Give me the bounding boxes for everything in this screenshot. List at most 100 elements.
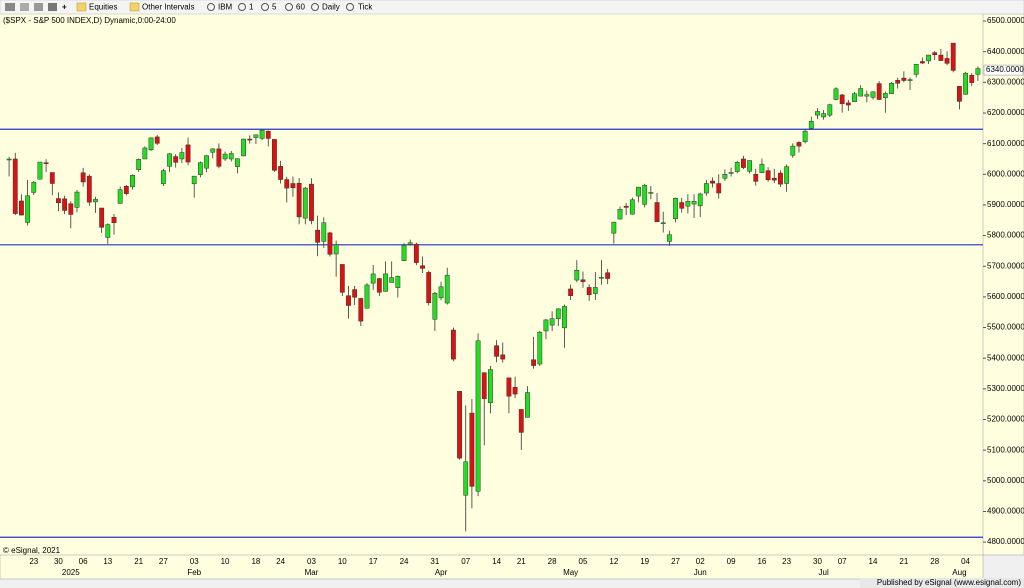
- candle-body: [12, 158, 18, 214]
- candle-body: [469, 412, 475, 487]
- candle-body: [222, 153, 228, 160]
- toolbar-item[interactable]: Other Intervals: [142, 3, 194, 12]
- candle-body: [346, 295, 351, 306]
- x-tick-label: 10: [338, 557, 347, 566]
- toolbar-item[interactable]: 1: [249, 3, 254, 12]
- candle-body: [247, 138, 253, 141]
- x-tick-label: 28: [930, 557, 939, 566]
- candle-body: [37, 161, 43, 180]
- candle-body: [845, 102, 851, 106]
- x-axis-area: [0, 554, 984, 580]
- candle-body: [68, 203, 74, 215]
- candle-body: [210, 148, 216, 153]
- x-tick-label: 30: [813, 557, 822, 566]
- x-tick-label: 24: [400, 557, 409, 566]
- month-label: Apr: [435, 568, 448, 577]
- x-tick-label: 21: [517, 557, 526, 566]
- candle-body: [673, 197, 678, 220]
- candle-body: [691, 201, 697, 205]
- candle-body: [432, 292, 438, 320]
- candle-body: [494, 345, 499, 357]
- toolbar-icon[interactable]: [34, 3, 43, 11]
- y-tick-label: 5400.0000: [987, 353, 1024, 362]
- candle-body: [660, 222, 666, 224]
- x-tick-label: 04: [961, 557, 970, 566]
- candle-body: [568, 288, 574, 296]
- candle-body: [858, 88, 864, 97]
- candle-body: [426, 272, 432, 303]
- candle-body: [111, 216, 117, 223]
- toolbar-item[interactable]: 5: [272, 3, 277, 12]
- candle-body: [296, 182, 302, 218]
- toolbar-add[interactable]: +: [62, 3, 67, 12]
- candle-body: [796, 142, 802, 147]
- y-tick-label: 4800.0000: [987, 537, 1024, 546]
- candle-body: [56, 198, 61, 204]
- x-tick-label: 16: [757, 557, 766, 566]
- candle-body: [938, 54, 944, 61]
- candle-body: [395, 276, 401, 288]
- candle-body: [802, 130, 808, 143]
- candle-body: [555, 308, 561, 319]
- toolbar-icon: [207, 3, 215, 11]
- candle-body: [821, 113, 827, 118]
- candle-body: [191, 175, 197, 185]
- candle-body: [500, 354, 506, 360]
- candle-body: [741, 158, 746, 168]
- candle-body: [969, 75, 975, 83]
- candle-body: [703, 183, 709, 194]
- month-label: Aug: [952, 568, 966, 577]
- candle-body: [592, 287, 598, 294]
- x-tick-label: 19: [640, 557, 649, 566]
- candle-body: [401, 245, 407, 261]
- candle-body: [827, 104, 833, 116]
- x-tick-label: 23: [782, 557, 791, 566]
- candle-body: [99, 207, 105, 228]
- candle-body: [679, 202, 685, 209]
- candle-body: [444, 274, 450, 304]
- candle-body: [488, 369, 493, 403]
- x-tick-label: 10: [221, 557, 230, 566]
- x-tick-label: 02: [696, 557, 705, 566]
- candle-body: [759, 163, 765, 174]
- last-price-box: [983, 64, 1024, 76]
- toolbar: + Equities Other Intervals IBM 1 5 60 Da…: [0, 0, 1024, 15]
- candle-body: [895, 79, 901, 84]
- toolbar-icon: [238, 3, 246, 11]
- candle-body: [975, 68, 981, 75]
- candle-body: [808, 121, 814, 129]
- candle-body: [204, 155, 209, 169]
- last-price-label: 6340.0000: [986, 65, 1024, 74]
- toolbar-icon[interactable]: [5, 3, 15, 11]
- toolbar-icon[interactable]: [48, 3, 57, 11]
- month-label: Jul: [819, 568, 829, 577]
- x-tick-label: 27: [159, 557, 168, 566]
- copyright: © eSignal, 2021: [3, 546, 61, 555]
- candle-body: [537, 331, 543, 365]
- x-tick-label: 27: [671, 557, 680, 566]
- toolbar-item[interactable]: Equities: [89, 3, 117, 12]
- candle-body: [815, 111, 820, 116]
- x-tick-label: 14: [869, 557, 878, 566]
- candle-body: [870, 91, 876, 98]
- toolbar-item[interactable]: Daily: [322, 3, 340, 12]
- candle-body: [956, 86, 962, 102]
- toolbar-icon[interactable]: [20, 3, 29, 11]
- toolbar-item[interactable]: 60: [296, 3, 305, 12]
- candle-body: [31, 182, 37, 193]
- toolbar-item[interactable]: Tick: [358, 3, 373, 12]
- y-tick-label: 4900.0000: [987, 507, 1024, 516]
- candle-body: [105, 224, 111, 238]
- x-tick-label: 21: [899, 557, 908, 566]
- candle-body: [586, 287, 592, 296]
- candle-body: [753, 174, 759, 182]
- candle-body: [179, 152, 185, 160]
- toolbar-item[interactable]: IBM: [218, 3, 233, 12]
- candle-body: [963, 72, 968, 95]
- candle-body: [642, 185, 648, 205]
- month-label: 2025: [62, 568, 80, 577]
- candle-body: [389, 277, 395, 283]
- candle-body: [167, 153, 172, 167]
- candle-body: [518, 409, 524, 433]
